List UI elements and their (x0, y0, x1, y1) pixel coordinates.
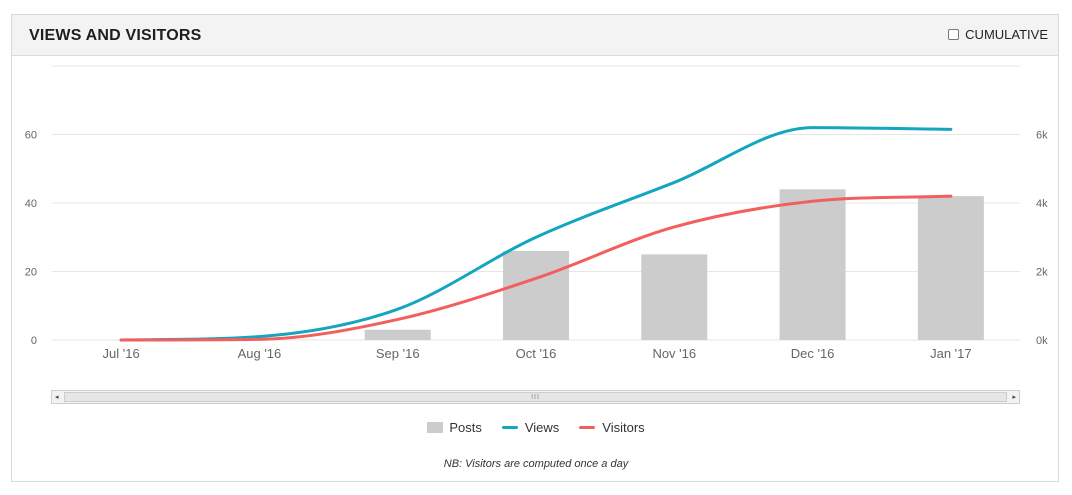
legend-swatch-views (501, 426, 518, 429)
scroll-grip-icon: III (531, 394, 540, 401)
y-left-tick-label: 60 (25, 130, 37, 142)
legend-label-views: Views (524, 420, 560, 435)
scroll-left-arrow-icon[interactable]: ◂ (55, 394, 59, 401)
x-tick-label: Sep '16 (376, 346, 420, 361)
scroll-thumb[interactable]: III (64, 392, 1007, 402)
y-right-tick-label: 0k (1036, 335, 1048, 347)
panel-header: VIEWS AND VISITORS CUMULATIVE (12, 15, 1058, 56)
chart-legend: Posts Views Visitors (0, 420, 1072, 435)
cumulative-toggle[interactable]: CUMULATIVE (948, 27, 1048, 42)
legend-swatch-posts (427, 422, 444, 433)
chart-scrollbar[interactable]: ◂ III ▸ (51, 390, 1020, 404)
y-left-tick-label: 0 (31, 335, 37, 347)
bar-posts-6 (917, 196, 984, 340)
cumulative-checkbox[interactable] (948, 29, 960, 40)
bar-posts-3 (503, 250, 569, 340)
legend-item-views[interactable]: Views (501, 420, 560, 435)
legend-label-visitors: Visitors (602, 420, 645, 435)
y-left-tick-label: 20 (25, 267, 37, 279)
x-tick-label: Dec '16 (791, 346, 835, 361)
legend-swatch-visitors (579, 426, 596, 429)
bar-posts-2 (364, 329, 431, 340)
scroll-right-arrow-icon[interactable]: ▸ (1012, 394, 1016, 401)
legend-label-posts: Posts (449, 420, 482, 435)
y-right-tick-label: 2k (1036, 267, 1048, 279)
panel-title: VIEWS AND VISITORS (29, 27, 202, 44)
line-visitors (119, 194, 953, 342)
bar-posts-4 (641, 254, 708, 340)
y-right-tick-label: 6k (1036, 130, 1048, 142)
y-left-tick-label: 40 (25, 198, 37, 210)
chart-note: NB: Visitors are computed once a day (443, 458, 629, 470)
bar-posts-5 (779, 189, 846, 340)
legend-item-posts[interactable]: Posts (427, 420, 482, 435)
x-tick-label: Nov '16 (652, 346, 696, 361)
legend-item-visitors[interactable]: Visitors (579, 420, 645, 435)
views-visitors-panel: VIEWS AND VISITORS CUMULATIVE (11, 14, 1059, 482)
x-tick-label: Jan '17 (930, 346, 972, 361)
y-right-tick-label: 4k (1036, 198, 1048, 210)
line-views (119, 126, 953, 342)
cumulative-label: CUMULATIVE (965, 27, 1048, 42)
x-tick-label: Aug '16 (238, 346, 282, 361)
x-tick-label: Oct '16 (516, 346, 557, 361)
x-tick-label: Jul '16 (103, 346, 140, 361)
